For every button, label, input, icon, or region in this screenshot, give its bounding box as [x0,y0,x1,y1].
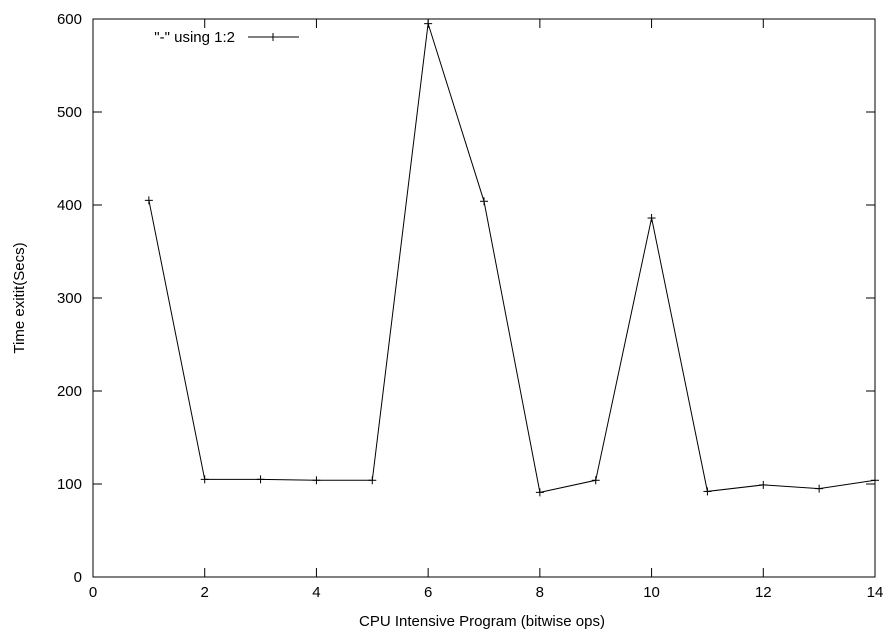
y-tick-label: 600 [57,11,82,28]
x-tick-label: 2 [201,584,209,601]
data-point [871,476,879,485]
x-tick-label: 8 [536,584,544,601]
data-point [200,475,209,484]
x-tick-label: 12 [755,584,772,601]
data-point [144,196,153,205]
x-tick-label: 14 [867,584,884,601]
x-tick-label: 0 [89,584,97,601]
data-point [535,488,544,497]
x-tick-label: 6 [424,584,432,601]
data-point [759,480,768,489]
x-tick-label: 10 [643,584,660,601]
tick-marks [92,18,876,578]
data-point [591,476,600,485]
data-point [368,476,377,485]
legend-label: "-" using 1:2 [154,29,235,46]
legend-marker [269,33,277,41]
tick-labels: 0 2 4 6 8 10 12 14 0 100 200 300 400 500 600 [57,11,883,601]
y-axis-label: Time exitit(Secs) [11,242,28,353]
x-axis-label: CPU Intensive Program (bitwise ops) [359,613,605,630]
data-point [312,476,321,485]
y-tick-label: 300 [57,290,82,307]
y-tick-label: 200 [57,383,82,400]
data-point [424,19,433,28]
data-point [647,214,656,223]
x-tick-label: 4 [312,584,320,601]
data-point [703,487,712,496]
y-tick-label: 0 [74,569,82,586]
legend: "-" using 1:2 [154,29,299,46]
plot-frame [92,18,876,578]
data-point [815,484,824,493]
y-tick-label: 100 [57,476,82,493]
axes [92,18,876,578]
y-tick-label: 400 [57,197,82,214]
data-point [480,197,488,206]
series [144,19,879,497]
series-line [148,23,876,493]
y-tick-label: 500 [57,104,82,121]
data-point [256,475,265,484]
